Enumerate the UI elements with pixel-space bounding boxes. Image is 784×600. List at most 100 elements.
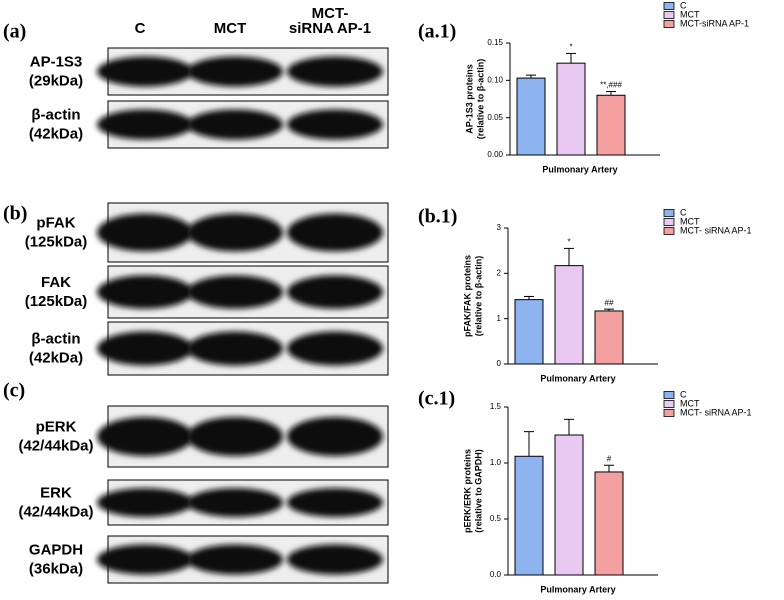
row-mw: (125kDa) — [25, 233, 88, 250]
legend-swatch — [663, 218, 675, 226]
lane-label: C — [135, 20, 146, 37]
row-name: AP-1S3 — [30, 53, 83, 70]
bar — [556, 62, 586, 156]
row-name: FAK — [41, 274, 71, 291]
band — [187, 416, 283, 457]
legend-label: MCT- siRNA AP-1 — [680, 407, 752, 417]
y-tick-label: 1.0 — [490, 458, 502, 467]
legend-label: MCT — [680, 216, 700, 226]
legend-swatch — [663, 227, 675, 235]
band — [187, 56, 283, 87]
annotation: **,### — [600, 81, 622, 90]
y-axis-label: (relative to GAPDH) — [473, 449, 483, 533]
bar — [554, 434, 584, 576]
y-tick-label: 0.10 — [487, 75, 503, 84]
error-bar — [604, 308, 614, 311]
legend-label: MCT-siRNA AP-1 — [680, 18, 749, 28]
band — [97, 109, 193, 140]
annotation: * — [569, 43, 572, 52]
legend-swatch — [663, 409, 675, 417]
panel-label: (a) — [3, 21, 26, 43]
error-bar — [566, 52, 576, 64]
legend-label: C — [680, 389, 687, 399]
y-tick-label: 0 — [497, 359, 502, 368]
lane-label: siRNA AP-1 — [289, 20, 371, 37]
error-bar — [564, 247, 574, 266]
band — [287, 331, 383, 366]
legend-label: MCT — [680, 9, 700, 19]
band — [97, 331, 193, 366]
band — [97, 544, 193, 575]
x-tick-label: Pulmonary Artery — [540, 373, 615, 383]
band — [287, 544, 383, 575]
band — [97, 488, 193, 517]
band — [287, 56, 383, 87]
panel-label: (c) — [3, 380, 25, 402]
band — [187, 275, 283, 309]
row-name: ERK — [40, 484, 72, 501]
row-name: pFAK — [36, 214, 75, 231]
lane-label: MCT — [214, 20, 247, 37]
y-axis-label: (relative to β-actin) — [475, 59, 485, 140]
panel-label: (b) — [3, 203, 27, 225]
row-mw: (29kDa) — [29, 72, 83, 89]
y-tick-label: 0.15 — [487, 38, 503, 47]
chart-label: (a.1) — [418, 21, 456, 43]
y-tick-label: 0.00 — [487, 150, 503, 159]
band — [287, 488, 383, 517]
bar — [594, 471, 624, 576]
band — [187, 331, 283, 366]
bar — [514, 455, 544, 576]
band — [187, 488, 283, 517]
row-name: β-actin — [31, 106, 80, 123]
row-mw: (125kDa) — [25, 293, 88, 310]
y-axis-label: AP-1S3 proteins — [464, 64, 474, 134]
legend-swatch — [663, 11, 675, 19]
bar — [514, 299, 544, 365]
row-mw: (36kDa) — [29, 560, 83, 577]
y-tick-label: 3 — [497, 223, 502, 232]
y-tick-label: 0.5 — [490, 514, 502, 523]
error-bar — [524, 295, 534, 300]
band — [187, 544, 283, 575]
y-tick-label: 0.05 — [487, 113, 503, 122]
chart-label: (b.1) — [418, 206, 457, 228]
row-name: GAPDH — [29, 541, 83, 558]
band — [187, 213, 283, 252]
row-name: pERK — [36, 418, 77, 435]
lane-label: MCT- — [312, 5, 349, 22]
band — [97, 56, 193, 87]
band — [287, 275, 383, 309]
band — [97, 416, 193, 457]
row-mw: (42/44kDa) — [18, 437, 93, 454]
band — [97, 213, 193, 252]
legend-label: C — [680, 207, 687, 217]
x-tick-label: Pulmonary Artery — [542, 164, 617, 174]
error-bar — [606, 91, 616, 96]
error-bar — [524, 431, 534, 457]
y-axis-label: pFAK/FAK proteins — [462, 255, 472, 337]
legend-swatch — [663, 20, 675, 28]
error-bar — [526, 74, 536, 79]
legend-label: MCT — [680, 398, 700, 408]
annotation: # — [607, 454, 612, 463]
legend-swatch — [663, 2, 675, 10]
legend-swatch — [663, 209, 675, 217]
error-bar — [604, 464, 614, 472]
y-tick-label: 1 — [497, 314, 502, 323]
legend-swatch — [663, 400, 675, 408]
bar — [516, 77, 546, 156]
x-tick-label: Pulmonary Artery — [540, 584, 615, 594]
row-mw: (42kDa) — [29, 349, 83, 366]
row-mw: (42/44kDa) — [18, 503, 93, 520]
legend-label: C — [680, 0, 687, 10]
y-axis-label: pERK/ERK proteins — [462, 449, 472, 533]
legend-swatch — [663, 391, 675, 399]
band — [187, 109, 283, 140]
annotation: ## — [605, 298, 614, 307]
bar — [596, 94, 626, 156]
error-bar — [564, 418, 574, 435]
bar — [554, 265, 584, 365]
band — [287, 109, 383, 140]
